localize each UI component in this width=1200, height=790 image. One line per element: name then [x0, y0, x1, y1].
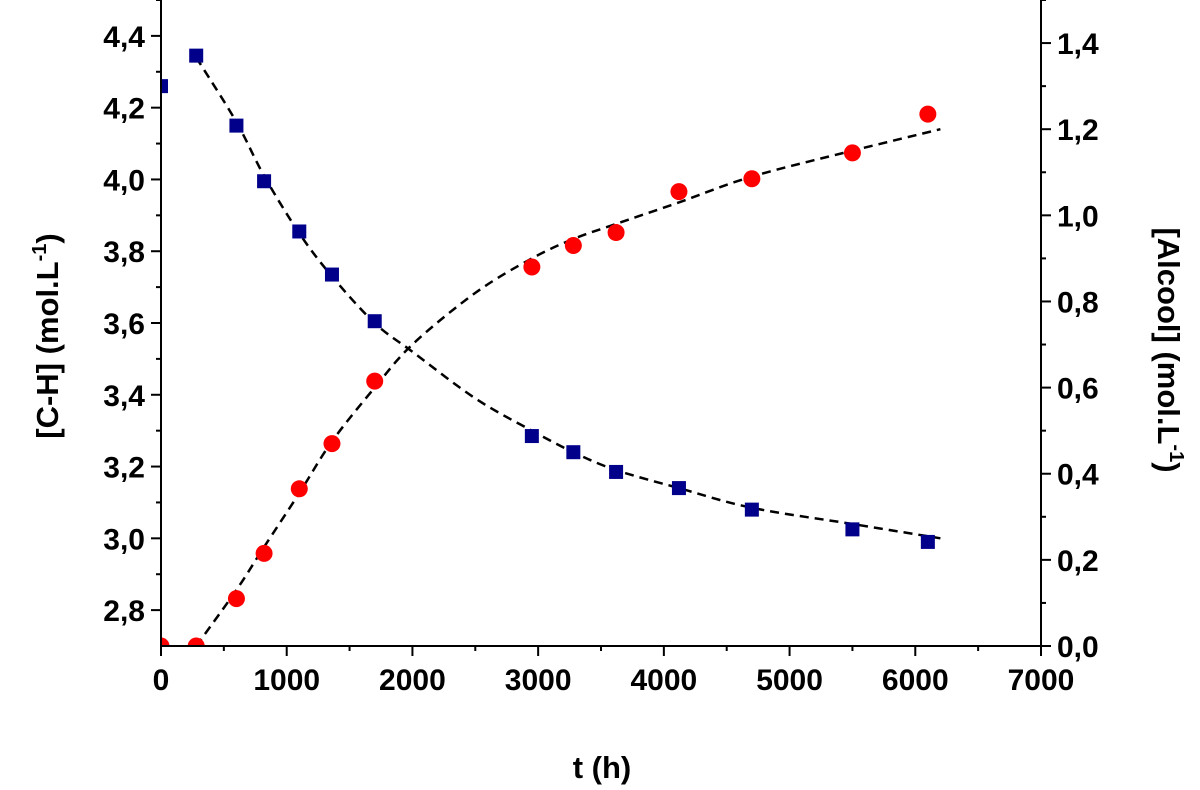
circle-point [323, 435, 341, 453]
square-point [229, 118, 244, 133]
y-right-tick-label: 0,0 [1057, 631, 1099, 664]
circle-point [670, 183, 688, 201]
y-left-axis-title-main: [C-H] (mol.L [30, 261, 65, 438]
circle-point [227, 590, 245, 608]
y-right-axis-title-sup: -1 [1165, 444, 1187, 462]
y-left-tick-label: 3,6 [103, 308, 145, 341]
x-tick-label: 2000 [379, 664, 446, 697]
x-tick-label: 4000 [630, 664, 697, 697]
y-right-tick-label: 0,8 [1057, 286, 1099, 319]
circle-point [187, 637, 205, 646]
circle-point [366, 372, 384, 390]
y-left-tick-label: 4,2 [103, 93, 145, 126]
axes: 0 1000 2000 3000 4000 5000 6000 7000 2,8 3,0 3,2 3,… [103, 0, 1099, 697]
fit-curve-right [195, 127, 941, 646]
y-right-axis-title-main: [Alcool] (mol.L [1151, 227, 1186, 444]
y-right-tick-label: 0,2 [1057, 545, 1099, 578]
y-right-tick-label: 1,0 [1057, 200, 1099, 233]
x-axis-title: t (h) [573, 750, 632, 785]
x-tick-label: 3000 [505, 664, 572, 697]
y-left-axis-title-sup: -1 [29, 244, 51, 262]
fit-curve-left [195, 56, 941, 540]
x-tick-label: 5000 [756, 664, 823, 697]
circle-point [290, 480, 308, 498]
y-left-tick-label: 3,0 [103, 523, 145, 556]
circle-point [607, 224, 625, 242]
y-right-axis-title-close: ) [1151, 462, 1186, 472]
y-left-tick-label: 4,0 [103, 164, 145, 197]
circle-point [255, 544, 273, 562]
y-left-tick-label: 2,8 [103, 595, 145, 628]
y-right-tick-label: 0,4 [1057, 459, 1099, 492]
y-left-axis-title-close: ) [30, 233, 65, 243]
circle-point [161, 637, 170, 646]
y-left-axis-title: [C-H] (mol.L-1) [29, 233, 65, 438]
circle-point [564, 236, 582, 254]
square-point [524, 429, 539, 444]
circle-point [743, 170, 761, 188]
square-point [161, 79, 168, 94]
square-point [671, 481, 686, 496]
x-tick-label: 7000 [1008, 664, 1075, 697]
y-right-tick-label: 1,4 [1057, 28, 1099, 61]
fit-curves [195, 56, 941, 646]
y-left-tick-label: 3,2 [103, 452, 145, 485]
circle-point [523, 258, 541, 276]
x-tick-label: 0 [153, 664, 170, 697]
square-point [257, 174, 272, 189]
square-point [609, 464, 624, 479]
x-tick-label: 1000 [253, 664, 320, 697]
y-left-tick-label: 3,8 [103, 236, 145, 269]
square-point [566, 445, 581, 460]
square-point [292, 224, 307, 239]
data-points [161, 48, 937, 646]
circle-point [843, 144, 861, 162]
square-point [367, 314, 382, 329]
square-point [845, 522, 860, 537]
y-right-axis-title: [Alcool] (mol.L-1) [1151, 227, 1187, 472]
square-point [324, 267, 339, 282]
square-point [920, 534, 935, 549]
y-right-tick-label: 0,6 [1057, 373, 1099, 406]
square-point [189, 48, 204, 63]
y-left-tick-label: 3,4 [103, 380, 145, 413]
circle-point [919, 105, 937, 123]
x-tick-label: 6000 [882, 664, 949, 697]
square-point [744, 502, 759, 517]
y-right-tick-label: 1,2 [1057, 114, 1099, 147]
y-left-tick-label: 4,4 [103, 21, 145, 54]
